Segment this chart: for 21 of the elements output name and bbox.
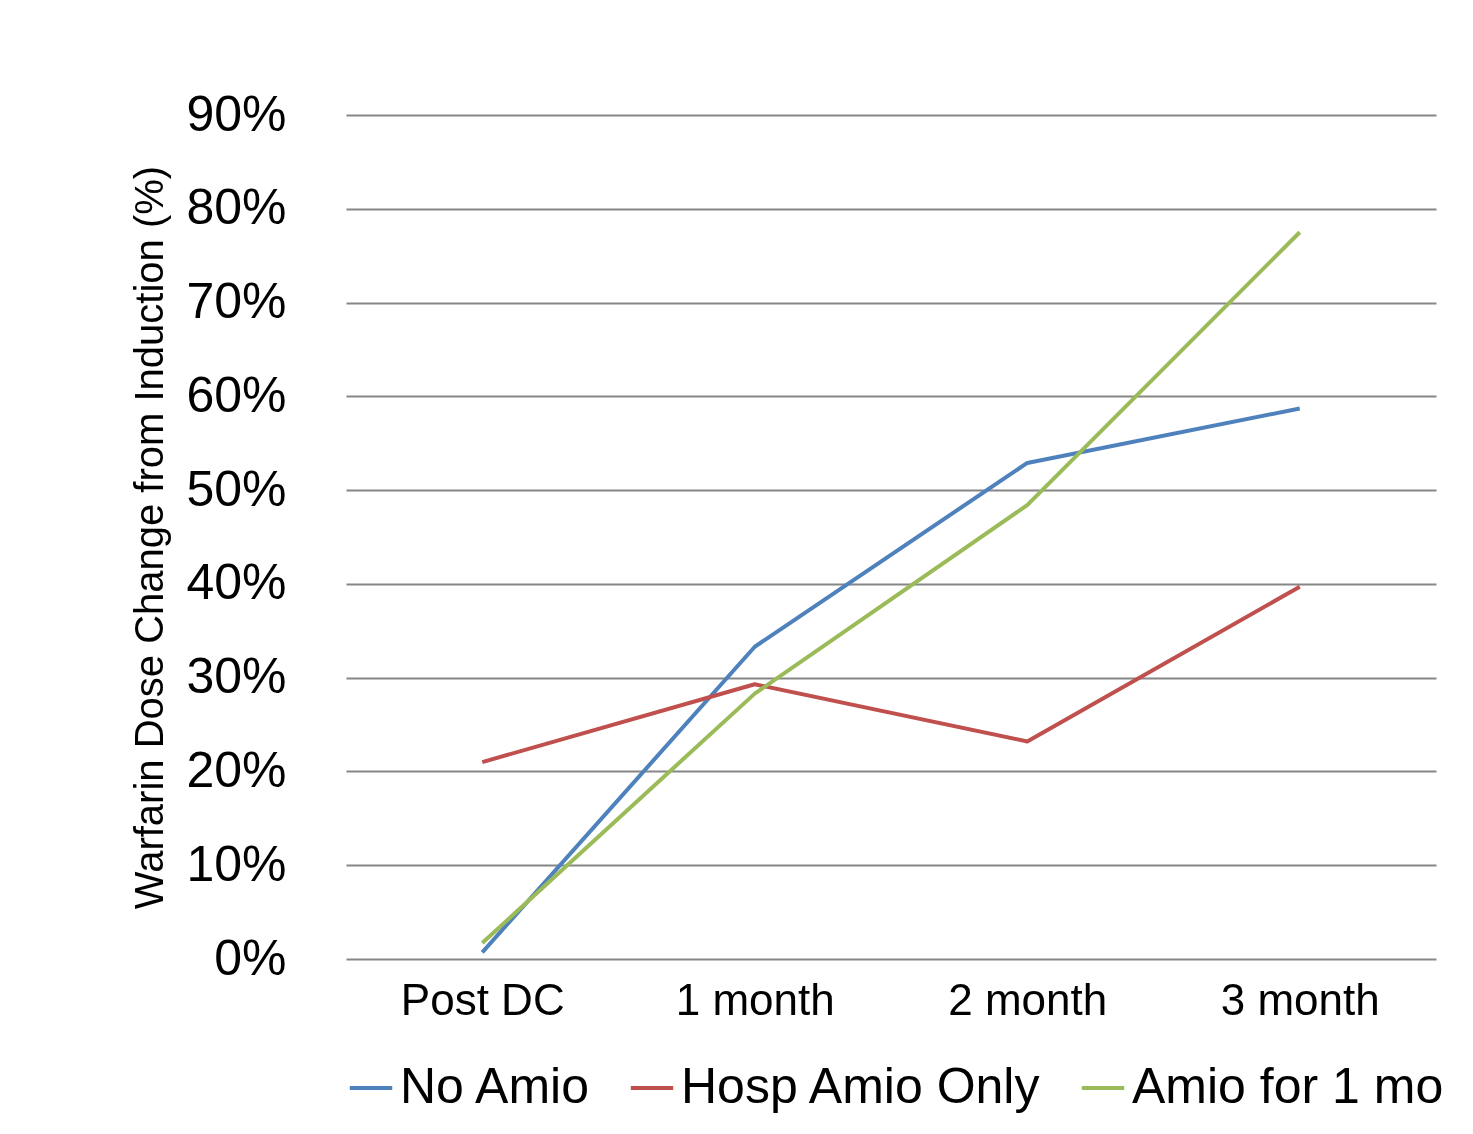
legend-label: Hosp Amio Only bbox=[681, 1058, 1040, 1114]
y-tick-label: 30% bbox=[186, 648, 287, 705]
y-tick-label: 80% bbox=[186, 179, 287, 236]
y-tick-label: 40% bbox=[186, 554, 287, 611]
y-tick-label: 20% bbox=[186, 741, 287, 798]
y-tick-label: 0% bbox=[214, 929, 287, 986]
y-axis-title: Warfarin Dose Change from Induction (%) bbox=[127, 165, 172, 910]
y-tick-label: 90% bbox=[186, 85, 287, 142]
legend-label: No Amio bbox=[400, 1058, 589, 1114]
y-tick-label: 10% bbox=[186, 835, 287, 892]
line-series bbox=[480, 406, 1302, 955]
line-series bbox=[480, 584, 1302, 765]
legend-label: Amio for 1 mo bbox=[1132, 1058, 1444, 1114]
y-tick-label: 70% bbox=[186, 273, 287, 330]
x-tick-label: 2 month bbox=[948, 974, 1108, 1024]
y-tick-label: 60% bbox=[186, 366, 287, 423]
x-tick-label: 3 month bbox=[1220, 974, 1380, 1024]
x-tick-label: 1 month bbox=[675, 974, 835, 1024]
line-series bbox=[480, 230, 1302, 946]
y-tick-label: 50% bbox=[186, 460, 287, 517]
x-tick-label: Post DC bbox=[400, 974, 565, 1024]
